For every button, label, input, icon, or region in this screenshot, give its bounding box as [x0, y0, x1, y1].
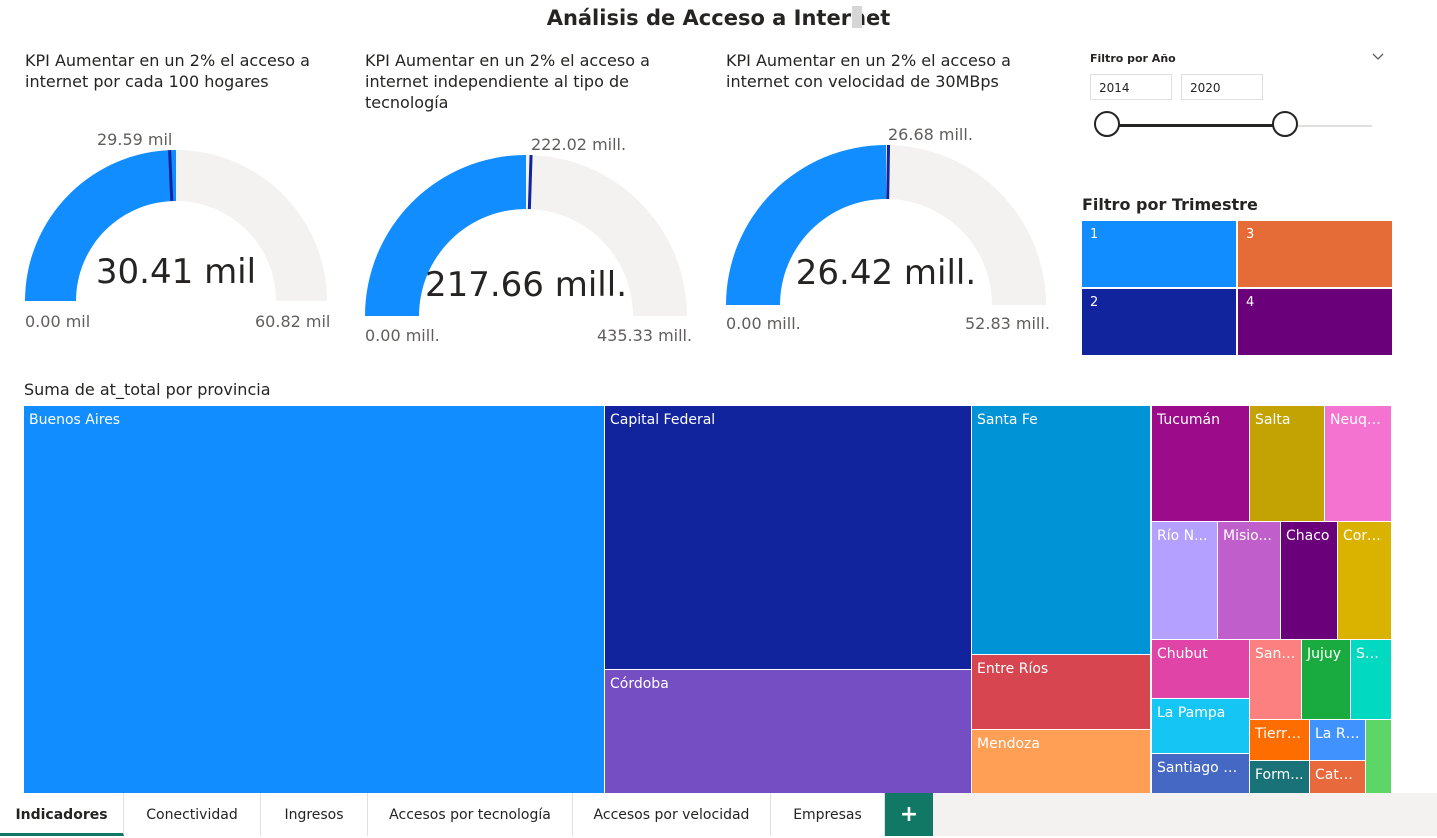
year-slider-handle-from[interactable] [1094, 111, 1120, 137]
quarter-1-button[interactable]: 1 [1081, 220, 1237, 288]
treemap-tile-la-rioja[interactable]: La Ri... [1309, 719, 1366, 761]
kpi-2-target-label: 222.02 mill. [531, 135, 627, 154]
add-page-icon[interactable]: + [885, 793, 933, 836]
treemap-tile-mendoza[interactable]: Mendoza [971, 729, 1151, 794]
kpi-3-value: 26.42 mill. [795, 253, 977, 293]
quarter-4-button[interactable]: 4 [1237, 288, 1393, 356]
treemap-tile-misiones[interactable]: Misio... [1217, 521, 1281, 640]
year-slider-handle-to[interactable] [1272, 111, 1299, 137]
kpi-1-value: 30.41 mil [95, 252, 257, 292]
kpi-2-max-label: 435.33 mill. [597, 326, 693, 345]
treemap-tile-san-luis[interactable]: Sa... [1350, 639, 1392, 720]
kpi-2-gauge[interactable] [365, 155, 687, 316]
treemap-tile-tucuman[interactable]: Tucumán [1151, 405, 1250, 522]
treemap-tile-la-pampa[interactable]: La Pampa [1151, 698, 1250, 754]
kpi-2-min-label: 0.00 mill. [365, 326, 440, 345]
treemap-tile-santiago-del-estero[interactable]: Santiago D... [1151, 753, 1250, 794]
quarter-filter-grid: 1 3 2 4 [1081, 220, 1393, 356]
tab-empresas[interactable]: Empresas [771, 793, 885, 836]
kpi-1-gauge[interactable] [25, 150, 327, 301]
gauge-svg [726, 144, 1046, 305]
kpi-3-max-label: 52.83 mill. [965, 314, 1050, 333]
gauge-target-marker [886, 144, 891, 200]
treemap-tile-entre-rios[interactable]: Entre Ríos [971, 654, 1151, 730]
kpi-2-title: KPI Aumentar en un 2% el acceso a intern… [365, 51, 650, 112]
gauge-value-arc [365, 155, 526, 316]
treemap-tile-chaco[interactable]: Chaco [1280, 521, 1338, 640]
quarter-filter-label: Filtro por Trimestre [1082, 195, 1258, 214]
kpi-1-target-label: 29.59 mil [97, 130, 173, 149]
treemap-tile-neuquen[interactable]: Neuqu... [1324, 405, 1392, 522]
page-tab-bar: Indicadores Conectividad Ingresos Acceso… [0, 793, 1437, 836]
kpi-3-target-label: 26.68 mill. [888, 125, 973, 144]
tab-accesos-por-velocidad[interactable]: Accesos por velocidad [573, 793, 771, 836]
treemap-title: Suma de at_total por provincia [24, 380, 271, 399]
treemap-tile-salta[interactable]: Salta [1249, 405, 1325, 522]
treemap-tile-corrientes[interactable]: Corri... [1337, 521, 1392, 640]
treemap-tile-cordoba[interactable]: Córdoba [604, 669, 972, 794]
gauge-value-arc [25, 150, 176, 301]
province-treemap: Buenos Aires Capital Federal Córdoba San… [23, 405, 1392, 794]
treemap-tile-santa-cruz[interactable] [1365, 719, 1392, 794]
title-edit-marker [852, 6, 862, 28]
kpi-1-title: KPI Aumentar en un 2% el acceso a intern… [25, 51, 310, 91]
quarter-2-button[interactable]: 2 [1081, 288, 1237, 356]
gauge-svg [365, 155, 687, 316]
year-filter-label: Filtro por Año [1090, 52, 1176, 65]
kpi-1-min-label: 0.00 mil [25, 312, 91, 331]
treemap-tile-catamarca[interactable]: Cata... [1309, 760, 1366, 794]
treemap-tile-tierra-del-fuego[interactable]: Tierra... [1249, 719, 1310, 761]
treemap-tile-rio-negro[interactable]: Río N... [1151, 521, 1218, 640]
treemap-tile-buenos-aires[interactable]: Buenos Aires [23, 405, 605, 794]
kpi-2-value: 217.66 mill. [424, 265, 628, 305]
gauge-svg [25, 150, 327, 301]
treemap-tile-chubut[interactable]: Chubut [1151, 639, 1250, 699]
report-title: Análisis de Acceso a Internet [546, 6, 891, 30]
kpi-3-gauge[interactable] [726, 144, 1046, 305]
gauge-target-marker [168, 150, 174, 202]
chevron-down-icon[interactable] [1370, 50, 1386, 64]
gauge-value-arc [726, 145, 887, 305]
treemap-tile-santa-fe[interactable]: Santa Fe [971, 405, 1151, 655]
tab-indicadores[interactable]: Indicadores [0, 793, 124, 836]
year-to-input[interactable]: 2020 [1181, 74, 1263, 100]
treemap-tile-jujuy[interactable]: Jujuy [1301, 639, 1351, 720]
treemap-tile-formosa[interactable]: Form... [1249, 760, 1310, 794]
kpi-1-max-label: 60.82 mil [255, 312, 331, 331]
gauge-target-marker [527, 155, 533, 210]
tab-conectividad[interactable]: Conectividad [124, 793, 261, 836]
treemap-tile-san-juan[interactable]: San ... [1249, 639, 1302, 720]
quarter-3-button[interactable]: 3 [1237, 220, 1393, 288]
tab-ingresos[interactable]: Ingresos [261, 793, 368, 836]
tab-accesos-por-tecnologia[interactable]: Accesos por tecnología [368, 793, 573, 836]
treemap-tile-capital-federal[interactable]: Capital Federal [604, 405, 972, 670]
year-from-input[interactable]: 2014 [1090, 74, 1172, 100]
kpi-3-title: KPI Aumentar en un 2% el acceso a intern… [726, 51, 1011, 91]
kpi-3-min-label: 0.00 mill. [726, 314, 801, 333]
year-slider-range [1107, 124, 1286, 127]
